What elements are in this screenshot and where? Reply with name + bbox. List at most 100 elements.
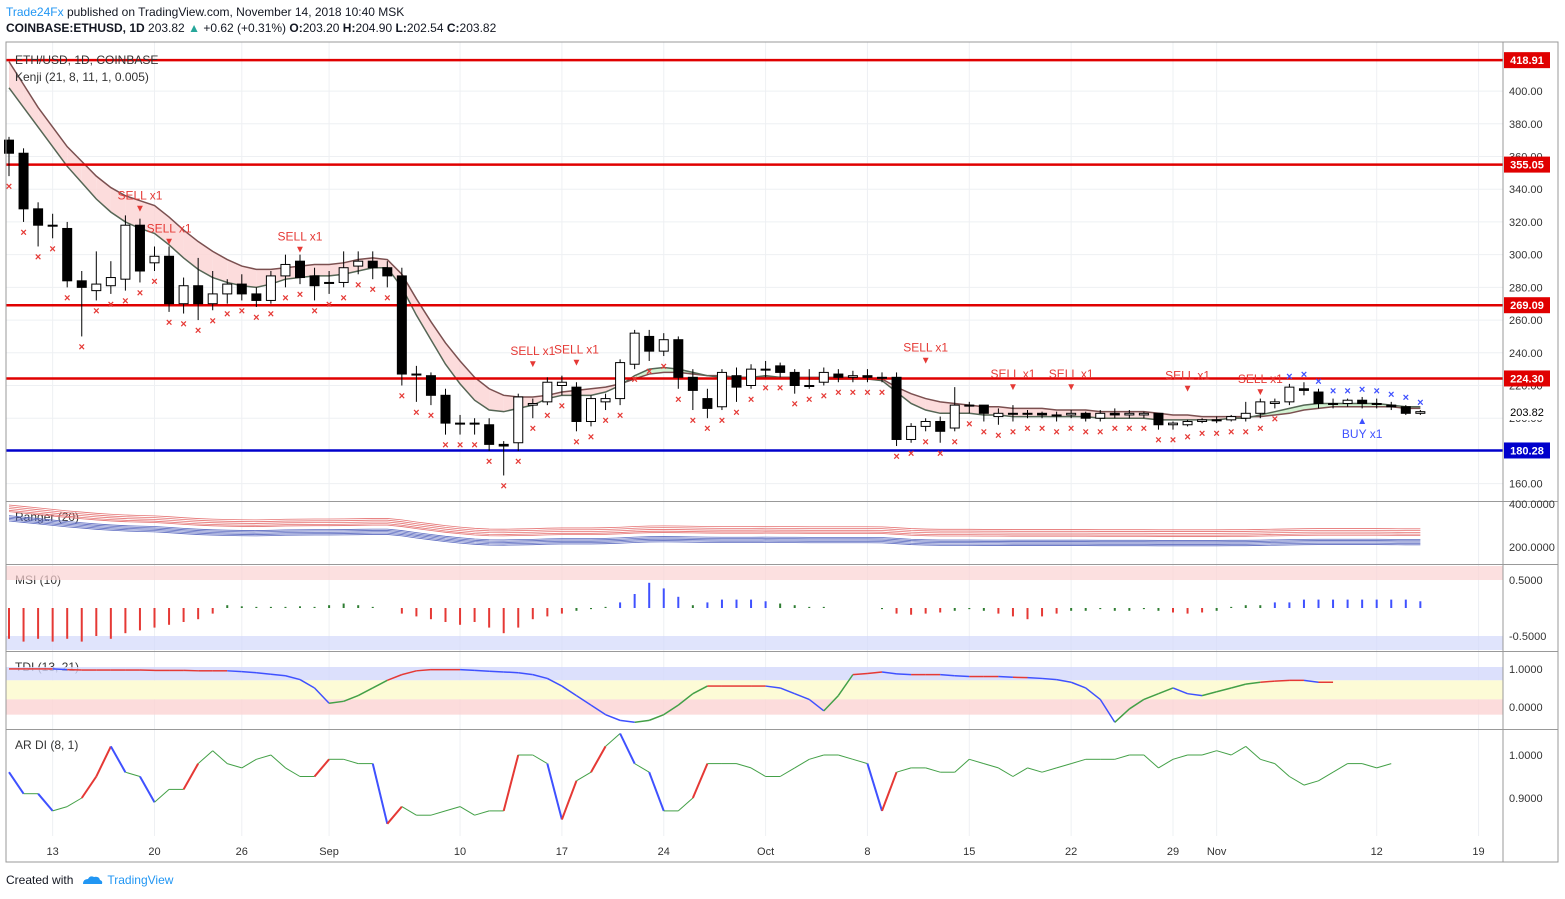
signal-x-marker: × bbox=[835, 387, 841, 399]
tdi-lower-zone bbox=[6, 699, 1503, 715]
kenji-cloud bbox=[198, 241, 213, 278]
tdi-line-segment bbox=[1245, 681, 1261, 685]
signal-x-marker: × bbox=[282, 292, 288, 304]
signal-x-marker: × bbox=[1155, 435, 1161, 447]
signal-x-marker: × bbox=[922, 436, 928, 448]
ranger-band bbox=[8, 509, 1421, 536]
tdi-line-segment bbox=[1041, 677, 1057, 681]
tdi-line-segment bbox=[1128, 698, 1145, 710]
ardi-line-segment bbox=[343, 758, 359, 765]
sell-signal-label: SELL x1 bbox=[147, 221, 192, 235]
axes: 160.00180.00200.00220.00240.00260.00280.… bbox=[5, 41, 1559, 863]
ardi-line-segment bbox=[605, 733, 621, 747]
tdi-line-segment bbox=[532, 673, 548, 680]
signal-x-marker: × bbox=[544, 410, 550, 422]
author-link[interactable]: Trade24Fx bbox=[6, 5, 64, 19]
signal-x-marker: × bbox=[1243, 426, 1249, 438]
candle-body bbox=[222, 283, 233, 295]
kenji-cloud bbox=[81, 161, 97, 200]
candle-body bbox=[251, 293, 262, 301]
signal-x-marker: × bbox=[791, 399, 797, 411]
pane-title: AR DI (8, 1) bbox=[15, 738, 78, 752]
ardi-line-segment bbox=[1376, 763, 1392, 769]
signal-x-marker: × bbox=[180, 319, 186, 331]
candle-body bbox=[1153, 412, 1164, 426]
close-label: C: bbox=[446, 21, 460, 35]
tradingview-logo[interactable]: TradingView bbox=[81, 873, 173, 887]
tdi-line-segment bbox=[1172, 687, 1188, 695]
ardi-line-segment bbox=[881, 771, 898, 812]
signal-x-marker: × bbox=[515, 456, 521, 468]
ardi-line-segment bbox=[619, 733, 636, 765]
kenji-cloud bbox=[52, 127, 68, 167]
candle-body bbox=[18, 152, 29, 210]
level-label: 180.28 bbox=[1510, 445, 1544, 457]
signal-x-marker: × bbox=[1388, 389, 1394, 401]
kenji-cloud bbox=[445, 342, 461, 384]
signal-x-marker: × bbox=[1141, 423, 1147, 435]
signal-x-marker: × bbox=[1286, 371, 1292, 383]
indicator-panes[interactable]: Ranger (20)MSI (10)TDI (13, 21)AR DI (8,… bbox=[6, 504, 1503, 825]
ardi-line-segment bbox=[954, 758, 970, 773]
ardi-line-segment bbox=[1245, 746, 1261, 760]
candle-body bbox=[91, 283, 102, 292]
tradingview-cloud-icon bbox=[83, 876, 103, 884]
candle-body bbox=[877, 376, 887, 379]
candle-body bbox=[949, 404, 960, 429]
footer: Created with TradingView bbox=[6, 873, 173, 887]
ranger-band bbox=[8, 515, 1421, 541]
candle-body bbox=[978, 404, 989, 414]
candle-body bbox=[716, 371, 727, 408]
signal-x-marker: × bbox=[1257, 423, 1263, 435]
candle-body bbox=[687, 376, 698, 391]
candle-body bbox=[440, 394, 451, 424]
kenji-slow-line bbox=[8, 61, 1421, 418]
candle-body bbox=[1313, 391, 1324, 404]
ardi-line-segment bbox=[838, 754, 854, 760]
tdi-line-segment bbox=[518, 671, 533, 676]
ardi-line-segment bbox=[779, 767, 795, 777]
tdi-line-segment bbox=[227, 670, 242, 673]
y-tick-label: 260.00 bbox=[1509, 315, 1543, 327]
ardi-line-segment bbox=[8, 771, 25, 795]
ranger-band bbox=[8, 520, 1421, 547]
ardi-line-segment bbox=[109, 745, 127, 773]
candle-body bbox=[484, 424, 495, 445]
tradingview-brand[interactable]: TradingView bbox=[107, 873, 174, 887]
ardi-line-segment bbox=[546, 763, 563, 820]
y-tick-label: 400.00 bbox=[1509, 86, 1543, 98]
candle-body bbox=[76, 280, 87, 288]
sell-signal-label: SELL x1 bbox=[117, 189, 162, 203]
ardi-line-segment bbox=[590, 745, 607, 773]
ardi-line-segment bbox=[313, 758, 330, 778]
candle-body bbox=[1269, 401, 1280, 404]
tdi-line-segment bbox=[779, 687, 795, 695]
candle-body bbox=[1415, 411, 1426, 414]
signal-x-marker: × bbox=[20, 227, 26, 239]
tdi-line-segment bbox=[823, 695, 839, 712]
candle-body bbox=[775, 365, 786, 373]
x-tick-label: 12 bbox=[1371, 846, 1383, 858]
symbol-label: COINBASE:ETHUSD, 1D bbox=[6, 21, 145, 35]
signal-x-marker: × bbox=[370, 284, 376, 296]
ranger-band bbox=[8, 519, 1421, 545]
x-tick-label: 19 bbox=[1472, 846, 1484, 858]
signal-x-marker: × bbox=[806, 394, 812, 406]
kenji-cloud bbox=[591, 387, 606, 396]
tdi-line-segment bbox=[489, 670, 504, 673]
signal-x-marker: × bbox=[1417, 397, 1423, 409]
created-with-label: Created with bbox=[6, 873, 74, 887]
candle-body bbox=[1255, 401, 1266, 414]
ardi-line-segment bbox=[1332, 763, 1348, 773]
ardi-line-segment bbox=[1172, 754, 1188, 760]
candle-body bbox=[1284, 386, 1295, 403]
signal-x-marker: × bbox=[1359, 384, 1365, 396]
candle-body bbox=[207, 293, 218, 305]
main-price-pane[interactable]: × × × × × × × × × × × × × × × × × × × × × × × × × × × × × × × × × × × × × × × ×… bbox=[4, 58, 1504, 492]
up-arrow-icon: ▲ bbox=[188, 21, 200, 35]
candle-body bbox=[455, 422, 466, 425]
tdi-tick: 1.0000 bbox=[1509, 664, 1543, 676]
candle-body bbox=[746, 368, 757, 386]
kenji-cloud bbox=[1347, 403, 1363, 407]
